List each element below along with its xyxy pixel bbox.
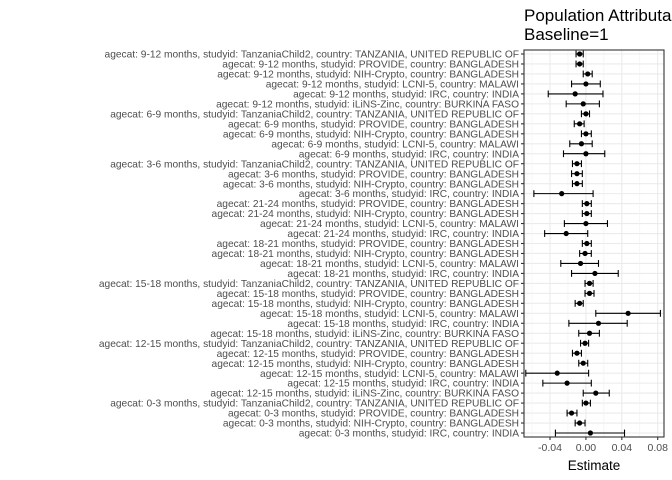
chart-title-line-1: Population Attributable Fraction xyxy=(524,6,672,25)
x-tick-label: -0.04 xyxy=(538,442,562,454)
y-tick-label: agecat: 9-12 months, studyid: iLiNS-Zinc… xyxy=(216,99,519,110)
y-tick-label: agecat: 12-15 months, studyid: LCNI-5, c… xyxy=(260,369,519,380)
y-tick-label: agecat: 0-3 months, studyid: PROVIDE, co… xyxy=(228,409,519,420)
estimate-point xyxy=(580,360,586,366)
y-tick-label: agecat: 3-6 months, studyid: NIH-Crypto,… xyxy=(223,179,519,190)
estimate-point xyxy=(586,290,593,296)
y-tick-label: agecat: 3-6 months, studyid: TanzaniaChi… xyxy=(110,159,519,170)
estimate-point xyxy=(583,400,589,406)
y-tick-label: agecat: 9-12 months, studyid: IRC, count… xyxy=(293,89,519,100)
estimate-point xyxy=(563,230,569,237)
y-axis-ticks xyxy=(521,53,524,434)
estimate-point xyxy=(586,280,593,286)
estimate-point xyxy=(574,350,580,356)
y-tick-label: agecat: 18-21 months, studyid: LCNI-5, c… xyxy=(260,259,519,270)
y-tick-label: agecat: 9-12 months, studyid: LCNI-5, co… xyxy=(266,80,519,91)
estimate-point xyxy=(583,131,589,137)
chart-title-line-2: Baseline=1 xyxy=(524,25,609,44)
estimate-point xyxy=(582,340,588,346)
estimate-point xyxy=(593,390,599,396)
y-tick-label: agecat: 9-12 months, studyid: NIH-Crypto… xyxy=(217,70,519,81)
y-tick-label: agecat: 0-3 months, studyid: IRC, countr… xyxy=(299,429,519,440)
estimate-point xyxy=(583,111,589,117)
estimate-point xyxy=(584,240,590,247)
x-tick-label: 0.08 xyxy=(647,442,668,454)
y-tick-label: agecat: 6-9 months, studyid: PROVIDE, co… xyxy=(228,119,519,130)
estimate-point xyxy=(578,141,585,147)
y-tick-label: agecat: 3-6 months, studyid: IRC, countr… xyxy=(299,189,519,200)
y-tick-label: agecat: 12-15 months, studyid: NIH-Crypt… xyxy=(212,359,519,370)
estimate-point xyxy=(577,61,583,67)
x-axis-title: Estimate xyxy=(568,458,621,473)
estimate-point xyxy=(585,71,591,77)
estimate-point xyxy=(577,300,583,306)
minor-gridlines xyxy=(531,50,641,437)
y-tick-label: agecat: 6-9 months, studyid: NIH-Crypto,… xyxy=(223,129,519,140)
y-tick-label: agecat: 15-18 months, studyid: IRC, coun… xyxy=(287,319,519,330)
y-tick-label: agecat: 12-15 months, studyid: PROVIDE, … xyxy=(217,349,519,360)
estimate-point xyxy=(574,171,580,177)
estimate-point xyxy=(584,201,590,207)
estimate-point xyxy=(577,260,584,267)
y-tick-label: agecat: 6-9 months, studyid: IRC, countr… xyxy=(299,149,519,160)
y-tick-label: agecat: 21-24 months, studyid: NIH-Crypt… xyxy=(212,209,519,220)
estimate-point xyxy=(584,210,590,217)
estimate-point xyxy=(577,121,583,127)
estimate-point xyxy=(574,161,580,167)
estimate-point xyxy=(572,91,578,97)
estimate-point xyxy=(582,250,588,257)
estimate-point xyxy=(574,181,580,187)
estimate-point xyxy=(554,370,560,376)
y-tick-label: agecat: 18-21 months, studyid: NIH-Crypt… xyxy=(212,249,519,260)
estimate-point xyxy=(592,270,598,277)
y-tick-label: agecat: 15-18 months, studyid: iLiNS-Zin… xyxy=(210,329,519,340)
y-tick-label: agecat: 21-24 months, studyid: LCNI-5, c… xyxy=(260,219,519,230)
y-tick-label: agecat: 15-18 months, studyid: PROVIDE, … xyxy=(217,289,519,300)
x-axis-ticks xyxy=(549,437,659,440)
estimate-point xyxy=(577,420,583,426)
estimate-point xyxy=(559,191,565,197)
y-tick-label: agecat: 0-3 months, studyid: NIH-Crypto,… xyxy=(223,419,519,430)
estimate-point xyxy=(595,320,602,326)
x-tick-label: 0.04 xyxy=(612,442,633,454)
x-tick-label: 0.00 xyxy=(576,442,597,454)
y-tick-label: agecat: 9-12 months, studyid: PROVIDE, c… xyxy=(222,60,519,71)
y-tick-label: agecat: 0-3 months, studyid: TanzaniaChi… xyxy=(110,399,519,410)
y-tick-label: agecat: 21-24 months, studyid: PROVIDE, … xyxy=(217,199,519,210)
estimate-point xyxy=(583,151,589,157)
estimate-point xyxy=(577,51,583,57)
estimate-point xyxy=(625,310,631,316)
y-tick-label: agecat: 18-21 months, studyid: PROVIDE, … xyxy=(217,239,519,250)
y-tick-label: agecat: 12-15 months, studyid: TanzaniaC… xyxy=(99,339,519,350)
estimate-point xyxy=(564,380,570,386)
y-tick-label: agecat: 9-12 months, studyid: TanzaniaCh… xyxy=(105,50,519,61)
y-axis-labels: agecat: 9-12 months, studyid: TanzaniaCh… xyxy=(99,50,519,440)
y-tick-label: agecat: 12-15 months, studyid: iLiNS-Zin… xyxy=(210,389,519,400)
estimate-points xyxy=(554,51,631,436)
y-tick-label: agecat: 3-6 months, studyid: PROVIDE, co… xyxy=(228,169,519,180)
estimate-point xyxy=(568,410,575,416)
y-tick-label: agecat: 15-18 months, studyid: LCNI-5, c… xyxy=(260,309,519,320)
estimate-point xyxy=(583,81,589,87)
x-axis-tick-labels: -0.04 0.00 0.04 0.08 xyxy=(538,442,668,454)
y-tick-label: agecat: 15-18 months, studyid: NIH-Crypt… xyxy=(212,299,519,310)
estimate-point xyxy=(587,430,594,436)
estimate-point xyxy=(583,220,589,227)
y-tick-label: agecat: 15-18 months, studyid: TanzaniaC… xyxy=(99,279,519,290)
y-tick-label: agecat: 6-9 months, studyid: LCNI-5, cou… xyxy=(271,139,519,150)
y-tick-label: agecat: 21-24 months, studyid: IRC, coun… xyxy=(287,229,519,240)
y-tick-label: agecat: 12-15 months, studyid: IRC, coun… xyxy=(287,379,519,390)
estimate-point xyxy=(586,330,593,336)
y-tick-label: agecat: 6-9 months, studyid: TanzaniaChi… xyxy=(110,109,519,120)
y-tick-label: agecat: 18-21 months, studyid: IRC, coun… xyxy=(287,269,519,280)
estimate-point xyxy=(580,101,586,107)
